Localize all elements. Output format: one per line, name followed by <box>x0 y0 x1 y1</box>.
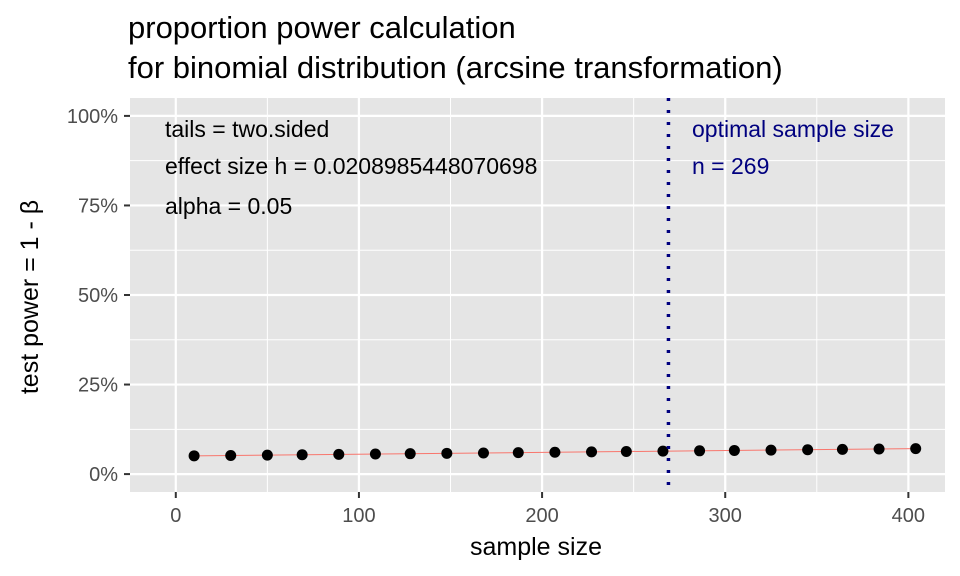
data-point <box>225 449 237 461</box>
annotation-alpha: alpha = 0.05 <box>165 193 292 219</box>
x-tick-label: 200 <box>525 505 558 527</box>
data-point <box>910 443 922 455</box>
data-point <box>333 448 345 460</box>
data-point <box>404 448 416 460</box>
x-tick-label: 300 <box>709 505 742 527</box>
x-tick-label: 400 <box>892 505 925 527</box>
y-tick-label: 50% <box>78 285 118 307</box>
data-point <box>261 449 273 461</box>
data-point <box>441 447 453 459</box>
data-point <box>549 446 561 458</box>
data-point <box>765 444 777 456</box>
data-point <box>836 443 848 455</box>
y-tick-label: 0% <box>89 464 118 486</box>
parameter-annotations: tails = two.sided effect size h = 0.0208… <box>165 116 537 219</box>
data-point <box>694 445 706 457</box>
data-point <box>873 443 885 455</box>
chart-title-line-1: proportion power calculation <box>128 10 516 45</box>
annotation-optimal-n: n = 269 <box>692 153 769 179</box>
x-axis: 0 100 200 300 400 <box>170 492 925 527</box>
data-point <box>586 446 598 458</box>
data-point <box>620 446 632 458</box>
data-point <box>802 444 814 456</box>
data-point <box>657 445 669 457</box>
y-axis-title: test power = 1 - β <box>16 200 44 394</box>
data-point <box>296 449 308 461</box>
data-points <box>188 443 922 462</box>
x-tick-label: 100 <box>342 505 375 527</box>
annotation-effect-size: effect size h = 0.0208985448070698 <box>165 153 537 179</box>
y-tick-label: 100% <box>67 106 118 128</box>
y-axis: 0% 25% 50% 75% 100% <box>67 106 130 486</box>
y-tick-label: 25% <box>78 375 118 397</box>
data-point <box>512 447 524 459</box>
data-point <box>188 450 200 462</box>
data-point <box>477 447 489 459</box>
major-gridlines <box>130 98 945 492</box>
data-point <box>728 444 740 456</box>
data-point <box>369 448 381 460</box>
optimal-annotations: optimal sample size n = 269 <box>692 116 894 179</box>
x-tick-label: 0 <box>170 505 181 527</box>
x-axis-title: sample size <box>470 533 602 561</box>
chart-title-line-2: for binomial distribution (arcsine trans… <box>128 50 783 85</box>
annotation-tails: tails = two.sided <box>165 116 329 142</box>
annotation-optimal-label: optimal sample size <box>692 116 894 142</box>
y-tick-label: 75% <box>78 195 118 217</box>
